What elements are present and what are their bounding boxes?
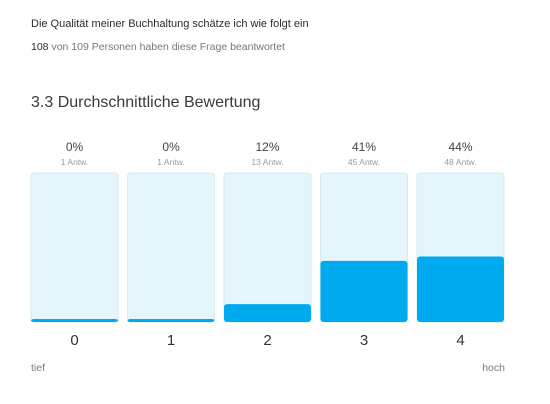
category-label-0: 0 (70, 332, 78, 349)
bar-2 (224, 304, 311, 322)
bar-0 (31, 319, 118, 322)
bar-percent-label-1: 0% (162, 140, 180, 154)
bar-4 (417, 256, 504, 322)
bar-percent-label-3: 41% (352, 140, 376, 154)
bar-count-label-3: 45 Antw. (348, 157, 380, 167)
scale-low-label: tief (31, 362, 46, 374)
bar-count-label-1: 1 Antw. (157, 157, 184, 167)
category-label-4: 4 (456, 332, 464, 349)
bar-percent-label-4: 44% (448, 140, 472, 154)
scale-high-label: hoch (482, 362, 505, 374)
response-summary: 108 von 109 Personen haben diese Frage b… (31, 41, 285, 53)
bar-percent-label-0: 0% (66, 140, 84, 154)
response-summary-text: von 109 Personen haben diese Frage beant… (51, 41, 285, 53)
bar-3 (320, 260, 408, 322)
bar-count-label-4: 48 Antw. (444, 157, 476, 167)
category-label-3: 3 (360, 332, 368, 349)
bar-percent-label-2: 12% (255, 140, 279, 154)
section-title: 3.3 Durchschnittliche Bewertung (31, 94, 261, 111)
category-label-2: 2 (263, 332, 271, 349)
bar-count-label-0: 1 Antw. (61, 157, 88, 167)
answered-count: 108 (31, 41, 49, 53)
bar-track-2 (223, 172, 312, 323)
bar-1 (127, 319, 215, 322)
bar-count-label-2: 13 Antw. (251, 157, 283, 167)
bar-track-0 (30, 172, 119, 323)
category-label-1: 1 (167, 332, 175, 349)
question-text: Die Qualität meiner Buchhaltung schätze … (31, 18, 309, 30)
bar-track-1 (127, 172, 215, 323)
